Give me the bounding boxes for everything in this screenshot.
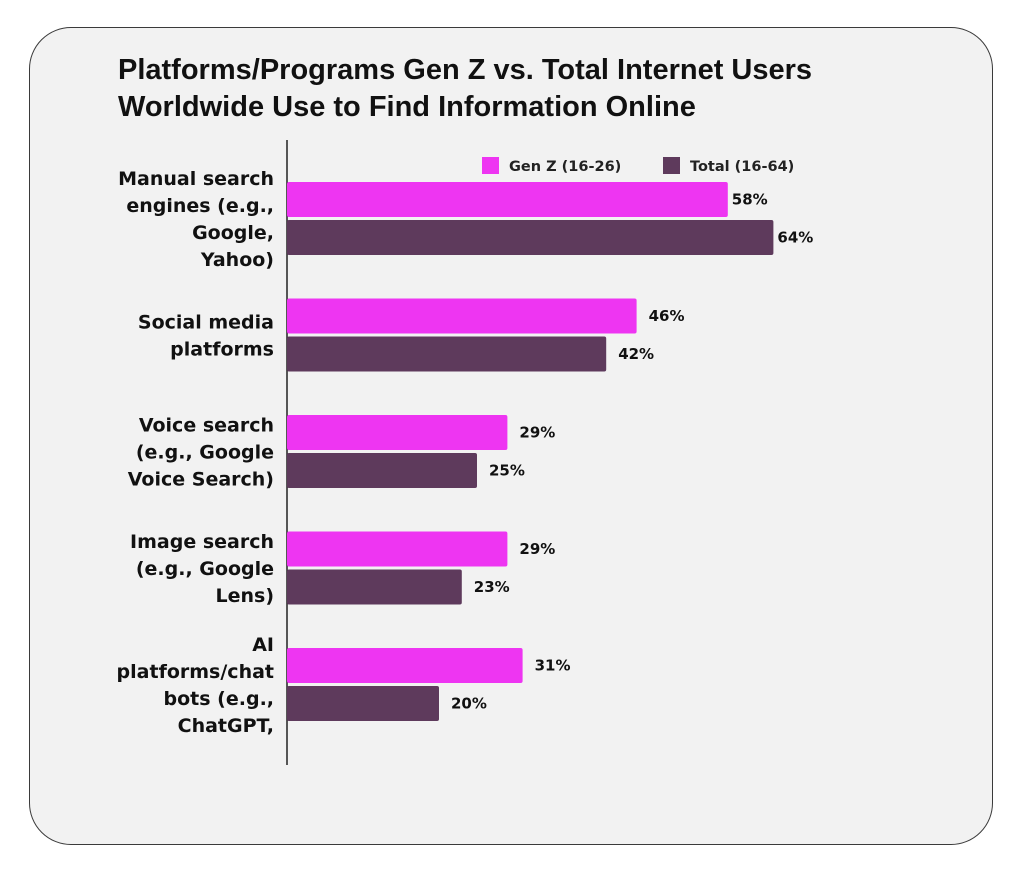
bar-genz-2 — [287, 415, 508, 450]
category-label: engines (e.g., — [126, 195, 274, 217]
category-label: bots (e.g., — [164, 688, 274, 710]
category-label: (e.g., Google — [136, 442, 274, 464]
category-label: Voice Search) — [128, 469, 274, 491]
data-label: 64% — [777, 229, 813, 247]
bar-total-4 — [287, 686, 439, 721]
legend-label: Total (16-64) — [690, 159, 794, 175]
bar-genz-4 — [287, 648, 523, 683]
legend-swatch — [663, 157, 680, 174]
category-label: Google, — [192, 222, 274, 244]
bar-genz-1 — [287, 298, 637, 334]
legend-swatch — [482, 157, 499, 174]
data-label: 20% — [451, 695, 487, 713]
data-label: 29% — [519, 540, 555, 558]
chart-card — [29, 27, 993, 845]
category-label: Image search — [130, 531, 274, 553]
bar-total-3 — [287, 569, 462, 605]
category-label: Social media — [138, 312, 274, 334]
category-label: Lens) — [215, 585, 274, 607]
category-label: platforms — [170, 339, 274, 361]
legend: Gen Z (16-26) Total (16-64) — [482, 157, 794, 175]
data-label: 58% — [732, 191, 768, 209]
category-label: Yahoo) — [200, 249, 274, 271]
category-label: ChatGPT, — [178, 715, 274, 737]
data-label: 46% — [649, 307, 685, 325]
data-label: 29% — [519, 424, 555, 442]
bar-genz-3 — [287, 531, 508, 567]
bar-total-2 — [287, 453, 477, 488]
category-label: (e.g., Google — [136, 558, 274, 580]
bar-total-0 — [287, 220, 774, 255]
bars-group: 58% 64% 46% 42% 29% 25% 29% 23% 31% 20% — [287, 182, 813, 721]
bar-genz-0 — [287, 182, 728, 217]
legend-label: Gen Z (16-26) — [509, 159, 621, 175]
category-labels: Manual search engines (e.g., Google, Yahoo)… — [117, 168, 274, 737]
data-label: 23% — [474, 578, 510, 596]
data-label: 42% — [618, 345, 654, 363]
category-label: Manual search — [118, 168, 274, 190]
data-label: 31% — [535, 657, 571, 675]
category-label: Voice search — [139, 415, 274, 437]
data-label: 25% — [489, 462, 525, 480]
chart-title: Platforms/Programs Gen Z vs. Total Inter… — [118, 54, 813, 123]
bar-total-1 — [287, 336, 607, 372]
category-label: AI — [252, 634, 274, 656]
category-label: platforms/chat — [117, 661, 274, 683]
